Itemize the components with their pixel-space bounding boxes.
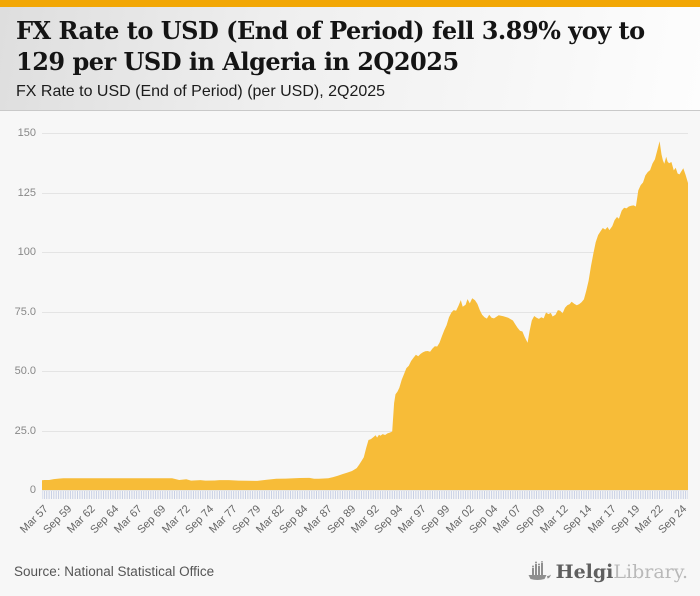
y-axis-tick-label: 100 [17,246,36,258]
y-axis-tick-label: 125 [17,186,36,199]
y-axis-tick-label: 50.0 [14,365,36,377]
area-fill [42,141,688,491]
y-gridline [42,430,688,432]
y-axis-tick-label: 150 [17,127,36,139]
chart-header: FX Rate to USD (End of Period) fell 3.89… [0,7,700,111]
logo-text-library: Library. [613,561,688,583]
chart-footer: Source: National Statistical Office Helg… [0,556,700,596]
accent-top-bar [0,0,700,7]
chart-subtitle: FX Rate to USD (End of Period) (per USD)… [16,83,386,101]
helgi-library-logo[interactable]: HelgiLibrary. [528,561,688,583]
y-axis-tick-label: 25.0 [14,424,36,437]
y-gridline [42,192,688,194]
y-gridline [42,371,688,372]
y-axis-tick-label: 75.0 [14,305,36,318]
logo-wordmark: HelgiLibrary. [556,561,688,583]
area-series-fx-rate [42,141,688,491]
helgi-bars-boat-icon [528,561,551,580]
y-gridline [42,133,688,134]
x-axis-minor-tick-comb [42,491,688,499]
source-attribution: Source: National Statistical Office [14,564,215,579]
y-axis-tick-label: 0 [29,484,36,496]
y-gridline [42,252,688,253]
y-gridline [42,490,688,491]
y-gridline [42,311,688,313]
logo-text-helgi: Helgi [555,561,614,583]
fx-rate-area-chart: 0 25.0 50.0 75.0 100 125 150 Mar 57 Sep 59 Mar 62… [0,112,700,552]
page-title: FX Rate to USD (End of Period) fell 3.89… [16,16,645,77]
